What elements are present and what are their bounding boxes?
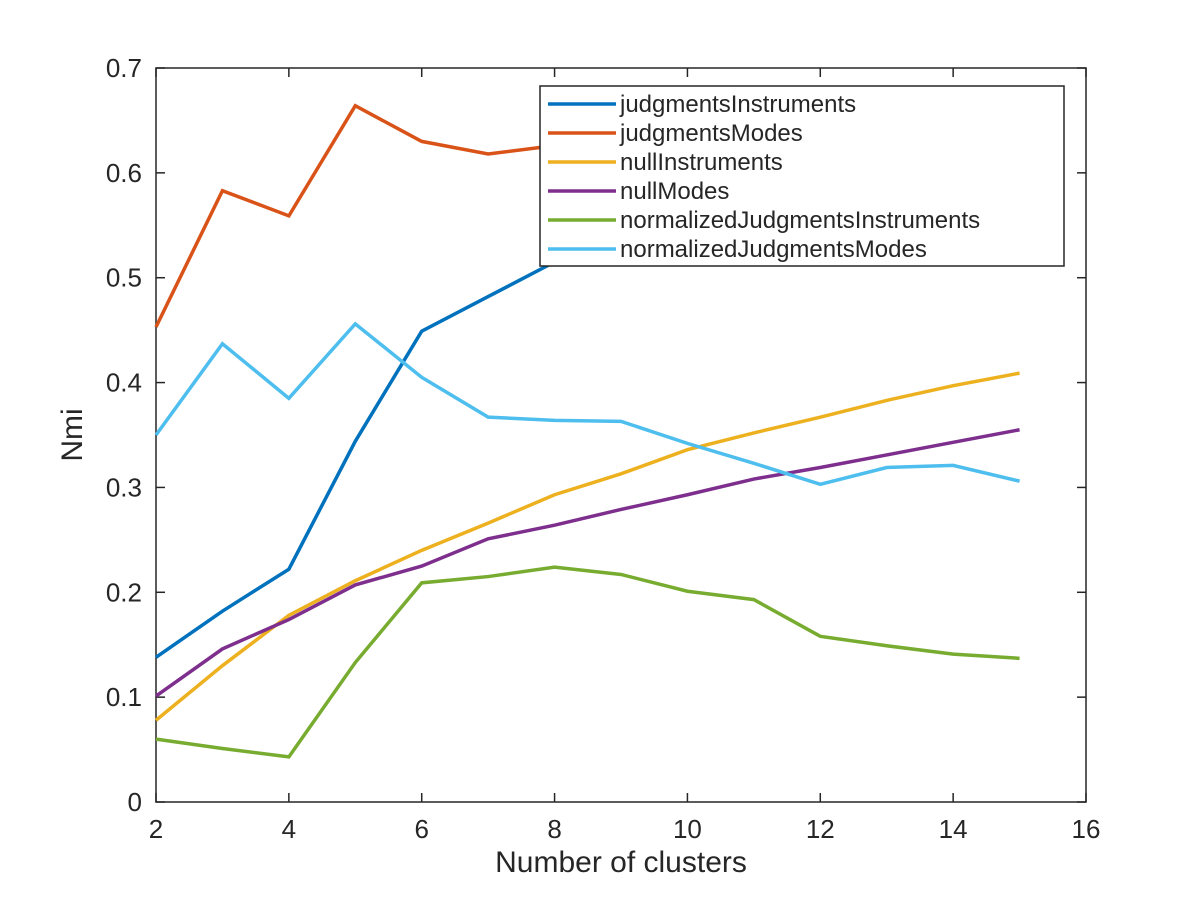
y-tick-label: 0.1: [106, 682, 142, 712]
legend-label: normalizedJudgmentsModes: [620, 236, 927, 263]
x-tick-label: 16: [1072, 814, 1101, 844]
legend-label: normalizedJudgmentsInstruments: [620, 207, 980, 234]
x-tick-label: 4: [282, 814, 296, 844]
y-tick-label: 0.2: [106, 577, 142, 607]
y-tick-label: 0.7: [106, 53, 142, 83]
series-line-nullInstruments: [154, 371, 1020, 722]
legend-label: judgmentsModes: [619, 120, 803, 147]
y-tick-label: 0.3: [106, 472, 142, 502]
axis-ticks: 2 4 6 8 10 12 14 16 0 0.1 0.2 0.3 0.4 0.5 0.6 0.7: [106, 53, 1101, 844]
x-tick-label: 2: [149, 814, 163, 844]
legend: judgmentsInstrumentsjudgmentsModesnullIn…: [539, 85, 1065, 267]
y-tick-label: 0: [128, 787, 142, 817]
legend-label: nullModes: [620, 178, 729, 205]
series-line-normalizedJudgmentsInstruments: [155, 565, 1020, 759]
x-tick-label: 14: [939, 814, 968, 844]
legend-box: [539, 85, 1065, 267]
x-tick-label: 8: [547, 814, 561, 844]
y-tick-label: 0.6: [106, 158, 142, 188]
y-tick-label: 0.5: [106, 263, 142, 293]
x-axis-label: Number of clusters: [495, 846, 747, 879]
x-tick-label: 12: [806, 814, 835, 844]
legend-label: nullInstruments: [620, 149, 783, 176]
x-tick-label: 6: [414, 814, 428, 844]
series-line-normalizedJudgmentsModes: [154, 321, 1020, 487]
x-tick-label: 10: [673, 814, 702, 844]
series-line-nullModes: [154, 428, 1020, 698]
legend-label: judgmentsInstruments: [619, 91, 856, 118]
y-tick-label: 0.4: [106, 368, 142, 398]
y-axis-label: Nmi: [56, 408, 89, 461]
